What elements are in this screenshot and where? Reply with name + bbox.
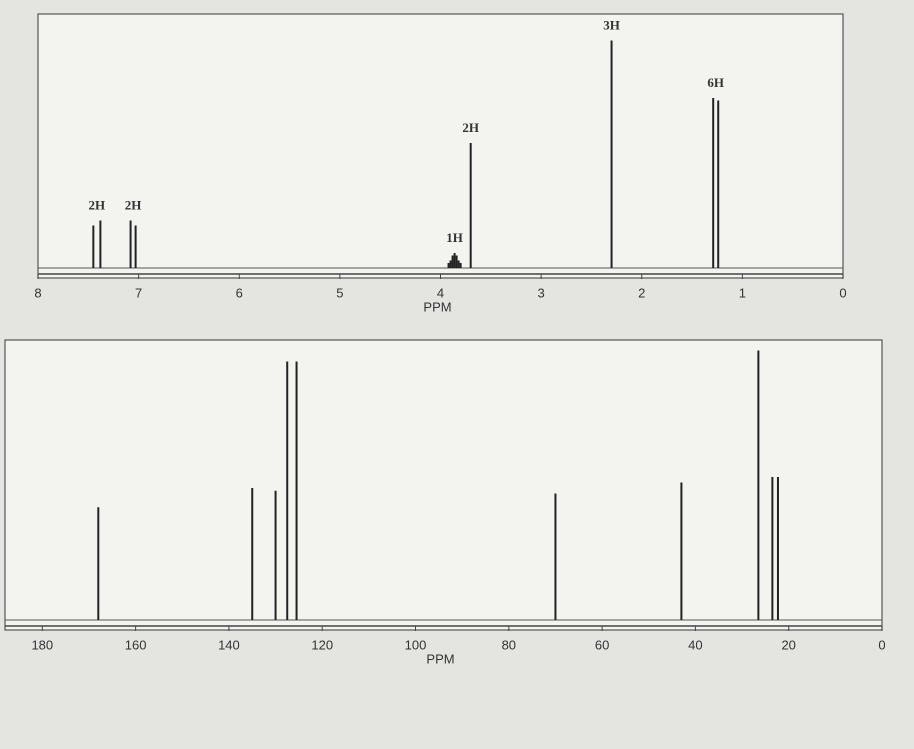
x-tick-label: 140 — [218, 637, 240, 652]
x-tick-label: 180 — [31, 637, 53, 652]
x-tick-label: 60 — [595, 637, 609, 652]
x-tick-label: 6 — [236, 285, 243, 300]
x-tick-label: 5 — [336, 285, 343, 300]
peak-label: 1H — [446, 230, 463, 245]
x-tick-label: 100 — [405, 637, 427, 652]
x-tick-label: 3 — [538, 285, 545, 300]
peak-label: 2H — [462, 120, 479, 135]
peak-label: 2H — [89, 197, 106, 212]
plot-frame — [37, 13, 844, 279]
peak-label: 3H — [603, 17, 620, 32]
x-tick-label: 7 — [135, 285, 142, 300]
x-tick-label: 0 — [878, 637, 885, 652]
x-axis-label: PPM — [423, 299, 451, 314]
x-tick-label: 80 — [502, 637, 516, 652]
x-tick-label: 4 — [437, 285, 444, 300]
x-tick-label: 120 — [311, 637, 333, 652]
x-tick-label: 1 — [739, 285, 746, 300]
x-tick-label: 160 — [125, 637, 147, 652]
x-tick-label: 20 — [781, 637, 795, 652]
plot-frame — [4, 339, 883, 631]
x-tick-label: 40 — [688, 637, 702, 652]
x-tick-label: 2 — [638, 285, 645, 300]
peak-label: 6H — [707, 75, 724, 90]
x-tick-label: 0 — [839, 285, 846, 300]
x-axis-label: PPM — [426, 651, 454, 666]
peak-label: 2H — [125, 197, 142, 212]
x-tick-label: 8 — [34, 285, 41, 300]
